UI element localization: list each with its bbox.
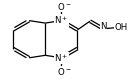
Text: N$^+$: N$^+$ (54, 15, 68, 26)
Text: N$^+$: N$^+$ (54, 52, 68, 64)
Text: N: N (100, 22, 106, 31)
Text: OH: OH (114, 23, 127, 32)
Text: O$^-$: O$^-$ (58, 66, 72, 77)
Text: O$^-$: O$^-$ (58, 1, 72, 12)
